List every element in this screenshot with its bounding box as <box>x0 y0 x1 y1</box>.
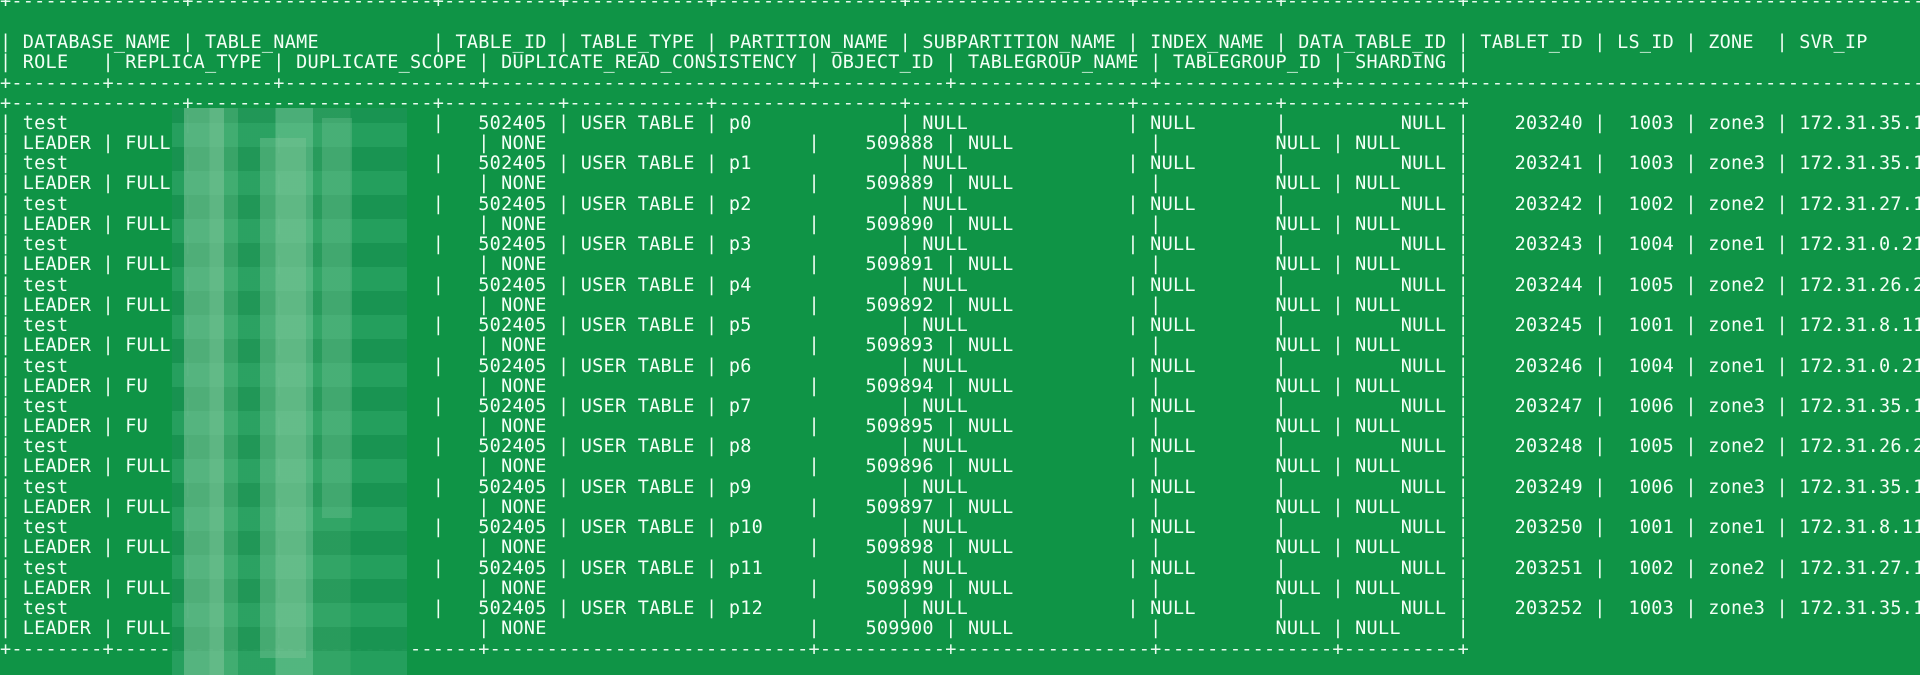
table-row: | LEADER | FU | | NONE | 509894 | NULL |… <box>0 376 1470 397</box>
table-border-top: +---------------+---------------------+-… <box>0 0 1920 12</box>
table-header-line-2: | ROLE | REPLICA_TYPE | DUPLICATE_SCOPE … <box>0 52 1470 73</box>
table-row: | test | | 502405 | USER TABLE | p2 | NU… <box>0 194 1920 215</box>
table-row: | test | | 502405 | USER TABLE | p9 | NU… <box>0 477 1920 498</box>
table-row: | test | | 502405 | USER TABLE | p1 | NU… <box>0 153 1920 174</box>
table-row: | LEADER | FULL | | NONE | 509896 | NULL… <box>0 456 1470 477</box>
table-row: | LEADER | FULL | | NONE | 509889 | NULL… <box>0 173 1470 194</box>
table-row: | LEADER | FULL | | NONE | 509892 | NULL… <box>0 295 1470 316</box>
table-row: | test | | 502405 | USER TABLE | p4 | NU… <box>0 275 1920 296</box>
table-row: | test | | 502405 | USER TABLE | p12 | N… <box>0 598 1920 619</box>
table-row: | LEADER | FULL | | NONE | 509900 | NULL… <box>0 618 1470 639</box>
table-row: | LEADER | FULL | | NONE | 509899 | NULL… <box>0 578 1470 599</box>
table-row: | test | | 502405 | USER TABLE | p3 | NU… <box>0 234 1920 255</box>
table-row: | test | | 502405 | USER TABLE | p10 | N… <box>0 517 1920 538</box>
table-row: | test | | 502405 | USER TABLE | p0 | NU… <box>0 113 1920 134</box>
table-row: | test | | 502405 | USER TABLE | p7 | NU… <box>0 396 1920 417</box>
table-header-line-1: | DATABASE_NAME | TABLE_NAME | TABLE_ID … <box>0 32 1920 53</box>
table-row: | test | | 502405 | USER TABLE | p11 | N… <box>0 558 1920 579</box>
redaction-mask <box>172 108 407 675</box>
table-row: | LEADER | FULL | | NONE | 509890 | NULL… <box>0 214 1470 235</box>
table-row: | LEADER | FULL | | NONE | 509888 | NULL… <box>0 133 1470 154</box>
table-row: | test | | 502405 | USER TABLE | p5 | NU… <box>0 315 1920 336</box>
table-row: | LEADER | FULL | | NONE | 509898 | NULL… <box>0 537 1470 558</box>
table-row: | LEADER | FU | | NONE | 509895 | NULL |… <box>0 416 1470 437</box>
table-row: | test | | 502405 | USER TABLE | p6 | NU… <box>0 356 1920 377</box>
table-row: | LEADER | FULL | | NONE | 509891 | NULL… <box>0 254 1470 275</box>
table-border-header-bottom: +--------+--------------+---------------… <box>0 73 1920 94</box>
